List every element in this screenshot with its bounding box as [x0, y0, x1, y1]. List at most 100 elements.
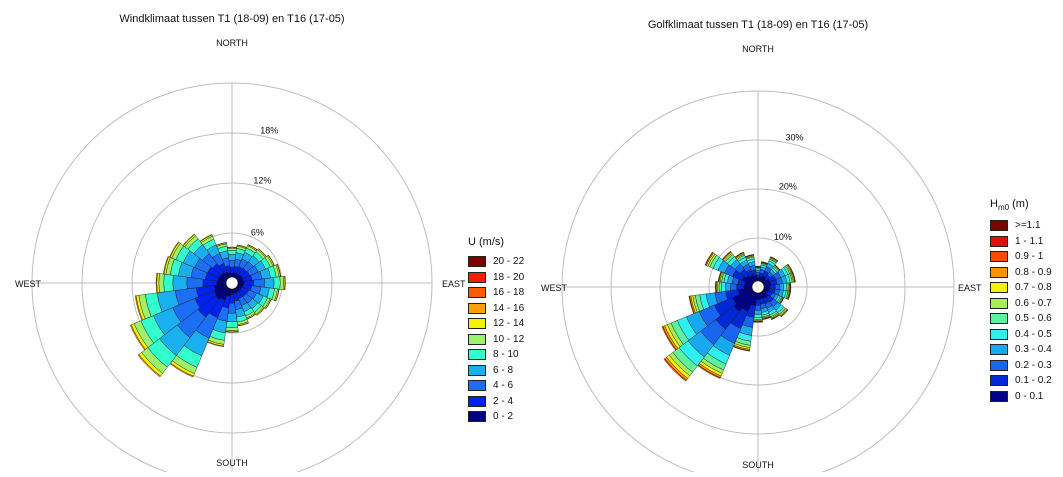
wave-ring-label: 20% [779, 181, 797, 191]
wind-legend-label: 14 - 16 [493, 303, 524, 314]
wind-legend-entry: 4 - 6 [468, 378, 524, 394]
wave-petal-segment [756, 272, 760, 275]
wind-ring-label: 12% [253, 176, 271, 186]
wind-legend-swatch [468, 365, 486, 376]
wave-legend-entry: 0.6 - 0.7 [990, 296, 1052, 312]
wave-legend-swatch [990, 360, 1008, 371]
wind-legend-label: 2 - 4 [493, 396, 513, 407]
wind-legend-entry: 20 - 22 [468, 254, 524, 270]
wave-legend-entry: 0.7 - 0.8 [990, 280, 1052, 296]
wind-petal-segment [280, 276, 284, 289]
wind-legend-entry: 2 - 4 [468, 394, 524, 410]
wave-ring-label: 10% [774, 232, 792, 242]
wave-legend-swatch [990, 329, 1008, 340]
wind-petal-segment [173, 275, 187, 290]
wind-petal-segment [227, 313, 237, 322]
wave-legend-entry: 0.1 - 0.2 [990, 373, 1052, 389]
wind-legend-swatch [468, 303, 486, 314]
wind-legend: U (m/s) 20 - 22 18 - 20 16 - 18 14 - 16 12 -… [468, 236, 524, 425]
wind-north-label: NORTH [216, 38, 248, 48]
wind-title: Windklimaat tussen T1 (18-09) en T16 (17… [119, 13, 344, 25]
wave-legend-swatch [990, 236, 1008, 247]
wave-east-label: EAST [958, 283, 982, 293]
wave-petal-segment [754, 314, 762, 317]
wave-legend-entry: 1 - 1.1 [990, 234, 1052, 250]
wind-legend-label: 4 - 6 [493, 380, 513, 391]
wind-legend-entry: 10 - 12 [468, 332, 524, 348]
wave-legend-entry: 0.3 - 0.4 [990, 342, 1052, 358]
wind-east-label: EAST [442, 279, 466, 289]
wave-legend-label: 0.5 - 0.6 [1015, 313, 1052, 324]
wind-ring-label: 6% [251, 227, 264, 237]
wind-legend-swatch [468, 256, 486, 267]
wind-ring-label: 18% [260, 126, 278, 136]
wave-legend-label: 0.4 - 0.5 [1015, 329, 1052, 340]
wave-legend-swatch [990, 251, 1008, 262]
wave-title: Golfklimaat tussen T1 (18-09) en T16 (17… [648, 19, 868, 31]
wind-legend-swatch [468, 396, 486, 407]
wind-rose: Windklimaat tussen T1 (18-09) en T16 (17… [15, 13, 466, 472]
wave-legend-entry: 0.8 - 0.9 [990, 265, 1052, 281]
wave-legend-label: 0.8 - 0.9 [1015, 267, 1052, 278]
wave-petal-segment [754, 317, 762, 319]
wind-legend-label: 18 - 20 [493, 272, 524, 283]
wave-petal-segment [721, 282, 725, 292]
wave-south-label: SOUTH [742, 460, 774, 470]
wave-petal-segment [755, 305, 761, 310]
wave-petal-segment [775, 284, 780, 290]
wind-legend-entry: 6 - 8 [468, 363, 524, 379]
wave-legend-swatch [990, 282, 1008, 293]
wind-petal-segment [274, 277, 281, 290]
wave-rose: Golfklimaat tussen T1 (18-09) en T16 (17… [541, 19, 982, 472]
wave-legend-title: Hm0 (m) [990, 198, 1052, 212]
wave-west-label: WEST [541, 283, 568, 293]
wave-petal-segment [719, 282, 722, 292]
wave-legend-entry: 0.2 - 0.3 [990, 358, 1052, 374]
wind-petal-segment [164, 274, 174, 292]
wind-legend-label: 10 - 12 [493, 334, 524, 345]
wind-legend-label: 12 - 14 [493, 318, 524, 329]
wave-legend-swatch [990, 298, 1008, 309]
wind-petal-segment [228, 254, 236, 260]
wind-south-label: SOUTH [216, 458, 248, 468]
wind-legend-swatch [468, 349, 486, 360]
wind-petal-segment [264, 278, 274, 289]
wave-legend-swatch [990, 375, 1008, 386]
wave-legend-entry: 0.9 - 1 [990, 249, 1052, 265]
wind-legend-title: U (m/s) [468, 236, 524, 248]
wave-legend-label: 0.3 - 0.4 [1015, 344, 1052, 355]
wind-legend-entry: 12 - 14 [468, 316, 524, 332]
wind-legend-entry: 14 - 16 [468, 301, 524, 317]
wind-legend-entry: 8 - 10 [468, 347, 524, 363]
wave-legend-swatch [990, 344, 1008, 355]
wind-legend-swatch [468, 380, 486, 391]
wind-petal-segment [226, 322, 238, 328]
wave-petal-segment [790, 283, 791, 292]
wind-legend-swatch [468, 411, 486, 422]
wave-petal-segment [730, 283, 736, 290]
wind-legend-entry: 18 - 20 [468, 270, 524, 286]
wave-legend-label: 0.1 - 0.2 [1015, 375, 1052, 386]
wind-petal-segment [228, 250, 237, 254]
wind-west-label: WEST [15, 279, 42, 289]
wind-legend-swatch [468, 287, 486, 298]
wind-petal-segment [226, 327, 238, 330]
wave-petal-segment [783, 283, 786, 290]
wind-legend-label: 16 - 18 [493, 287, 524, 298]
wind-legend-label: 6 - 8 [493, 365, 513, 376]
wind-legend-swatch [468, 318, 486, 329]
wave-petal-segment [780, 284, 784, 291]
wave-legend-entry: >=1.1 [990, 218, 1052, 234]
wave-legend-swatch [990, 391, 1008, 402]
wave-ring-label: 30% [786, 132, 804, 142]
wave-north-label: NORTH [742, 44, 774, 54]
wave-legend-label: 0 - 0.1 [1015, 391, 1043, 402]
wind-legend-label: 20 - 22 [493, 256, 524, 267]
wave-petal-segment [756, 270, 760, 272]
wave-legend-label: 0.6 - 0.7 [1015, 298, 1052, 309]
wind-legend-entry: 16 - 18 [468, 285, 524, 301]
wave-legend-label: 0.2 - 0.3 [1015, 360, 1052, 371]
